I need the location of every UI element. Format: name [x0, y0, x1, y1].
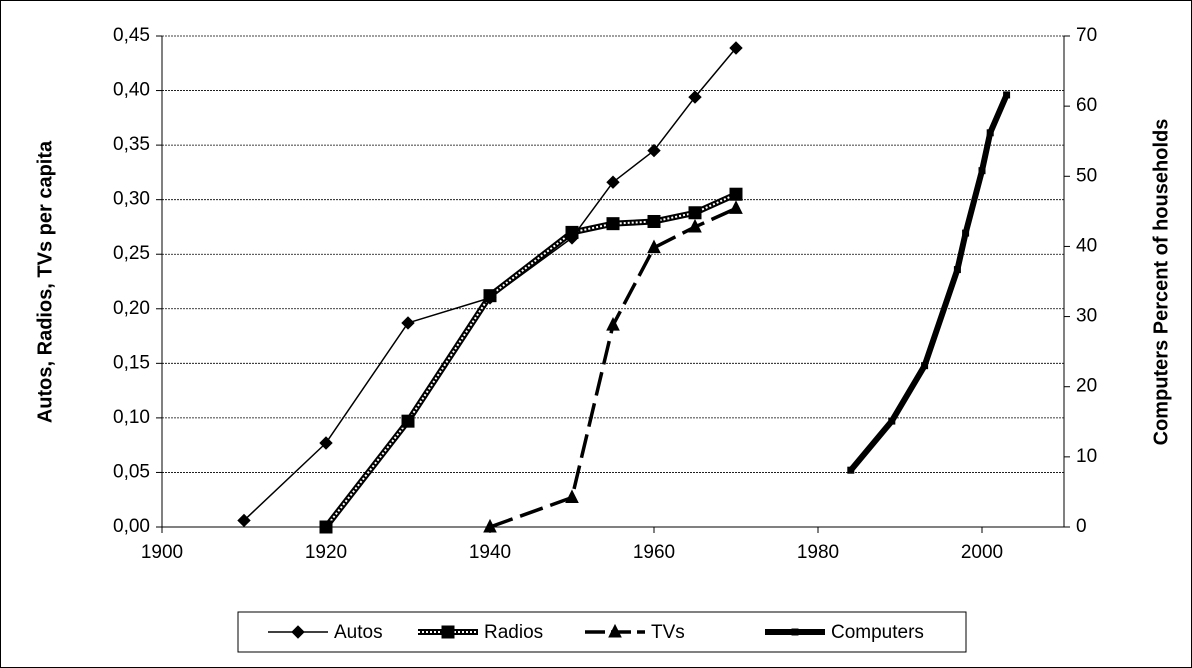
x-tick-label: 1940	[469, 542, 511, 563]
y-tick-label: 0,35	[113, 134, 150, 155]
marker	[565, 489, 579, 504]
marker	[986, 129, 994, 137]
marker	[729, 200, 743, 214]
marker	[483, 289, 497, 303]
marker	[606, 175, 620, 189]
y2-tick-label: 0	[1076, 516, 1087, 537]
y2-tick-label: 40	[1076, 235, 1097, 256]
marker	[319, 520, 333, 534]
y-tick-label: 0,15	[113, 352, 150, 373]
y-tick-label: 0,05	[113, 461, 150, 482]
marker	[237, 513, 251, 528]
series-line	[325, 193, 737, 528]
y2-tick-label: 60	[1076, 95, 1097, 116]
y-tick-label: 0,00	[113, 516, 150, 537]
marker	[647, 143, 661, 158]
y2-axis-label: Computers Percent of households	[1150, 119, 1172, 446]
y-tick-label: 0,45	[113, 25, 150, 46]
y-axis-label: Autos, Radios, TVs per capita	[34, 140, 56, 423]
marker	[847, 466, 855, 474]
marker	[688, 90, 702, 104]
marker	[565, 225, 579, 239]
x-tick-label: 2000	[961, 542, 1003, 563]
legend-label: Autos	[334, 622, 383, 643]
y2-tick-label: 70	[1076, 25, 1097, 46]
marker	[647, 239, 661, 254]
y-tick-label: 0,40	[113, 80, 150, 101]
y2-tick-label: 10	[1076, 446, 1097, 467]
marker	[888, 417, 896, 425]
marker	[401, 316, 415, 330]
legend-label: Radios	[484, 622, 543, 643]
x-tick-label: 1900	[141, 542, 183, 563]
legend-label: Computers	[831, 622, 924, 643]
marker	[291, 625, 305, 639]
marker	[647, 214, 661, 228]
marker	[978, 167, 986, 175]
marker	[606, 317, 620, 331]
legend-label: TVs	[651, 622, 685, 643]
marker	[401, 414, 415, 428]
marker	[606, 217, 620, 231]
marker	[791, 628, 799, 636]
marker	[729, 41, 743, 55]
y-tick-label: 0,30	[113, 189, 150, 210]
series-line	[489, 206, 737, 529]
x-tick-label: 1920	[305, 542, 347, 563]
y2-tick-label: 50	[1076, 165, 1097, 186]
marker	[608, 623, 622, 638]
y-tick-label: 0,20	[113, 298, 150, 319]
y-tick-label: 0,10	[113, 407, 150, 428]
marker	[441, 625, 455, 639]
x-tick-label: 1960	[633, 542, 675, 563]
x-tick-label: 1980	[797, 542, 839, 563]
y2-tick-label: 30	[1076, 306, 1097, 327]
marker	[319, 436, 333, 450]
marker	[688, 218, 702, 233]
marker	[1003, 91, 1011, 99]
marker	[921, 362, 929, 370]
marker	[483, 518, 497, 533]
marker	[729, 187, 743, 201]
marker	[953, 266, 961, 274]
series-line	[848, 93, 1010, 473]
marker	[688, 206, 702, 220]
y2-tick-label: 20	[1076, 376, 1097, 397]
marker	[962, 229, 970, 237]
y-tick-label: 0,25	[113, 243, 150, 264]
